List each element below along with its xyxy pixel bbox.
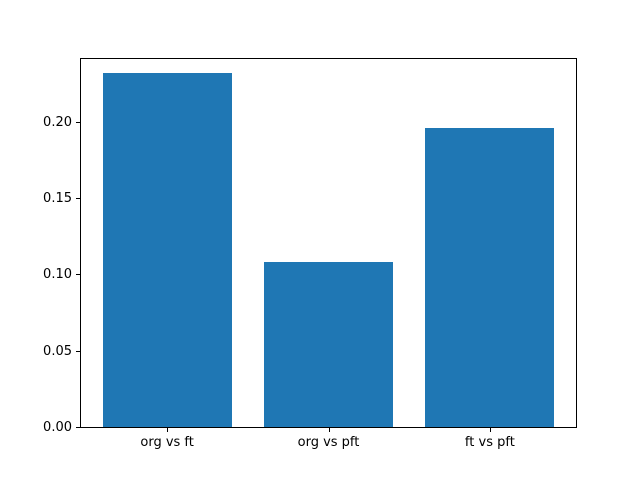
y-tick-label: 0.15 — [43, 191, 72, 207]
bar-org-vs-pft — [263, 262, 394, 427]
y-tick-label: 0.20 — [43, 114, 72, 130]
x-tick-mark — [489, 428, 491, 432]
x-tick-label: org vs ft — [140, 435, 194, 450]
x-tick-mark — [328, 428, 330, 432]
y-tick-mark — [76, 121, 80, 123]
y-tick-label: 0.10 — [43, 267, 72, 283]
y-tick-mark — [76, 274, 80, 276]
y-tick-label: 0.00 — [43, 420, 72, 435]
plot-area — [80, 58, 577, 428]
x-tick-mark — [167, 428, 169, 432]
y-tick-mark — [76, 427, 80, 428]
y-tick-label: 0.05 — [43, 343, 72, 359]
bar-org-vs-ft — [102, 73, 232, 427]
x-tick-label: org vs pft — [297, 435, 360, 450]
y-tick-mark — [76, 350, 80, 352]
y-tick-mark — [76, 198, 80, 200]
bar-ft-vs-pft — [425, 127, 555, 427]
x-tick-label: ft vs pft — [464, 435, 515, 450]
